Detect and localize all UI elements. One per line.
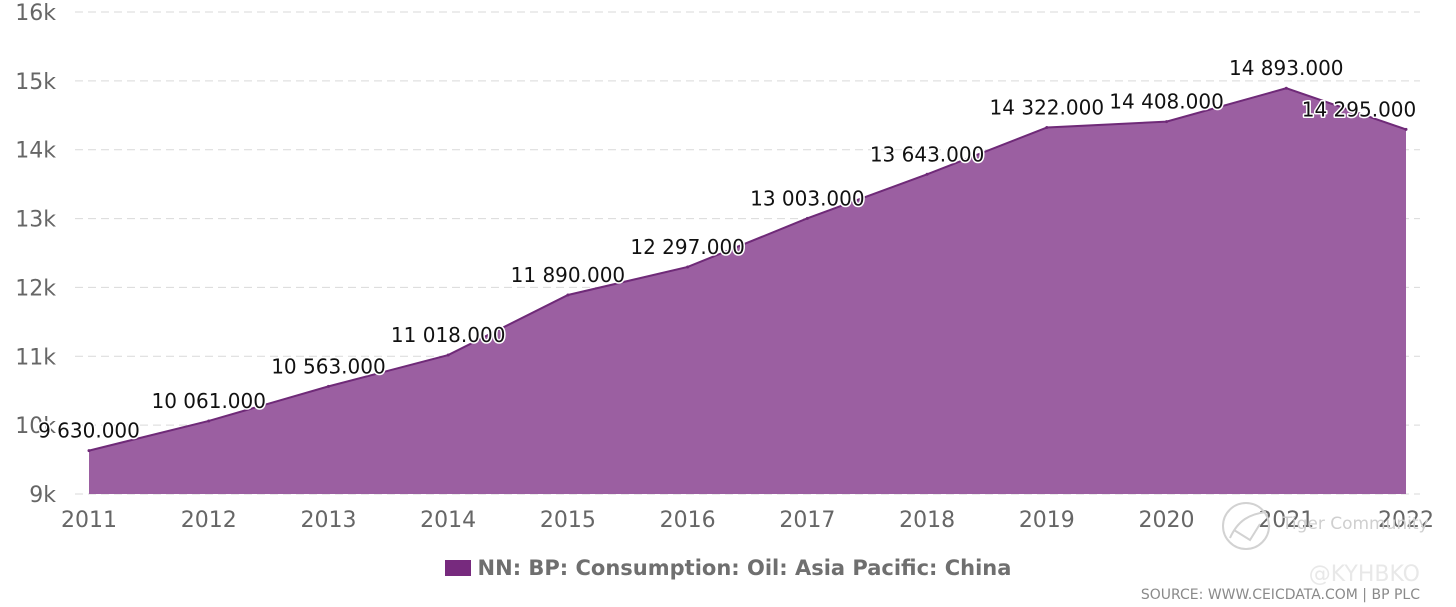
x-tick-label: 2016 (660, 508, 716, 533)
x-tick-label: 2017 (779, 508, 835, 533)
y-tick-label: 15k (15, 70, 56, 95)
data-label: 14 295.000 (1302, 97, 1417, 121)
chart: 9k 10k 11k 12k 13k 14k 15k 16k 2011 2012 2013 2014… (15, 1, 1434, 533)
x-tick-label: 2018 (899, 508, 955, 533)
source-text: SOURCE: WWW.CEICDATA.COM | BP PLC (1140, 587, 1420, 603)
data-label: 9 630.000 (38, 419, 140, 443)
x-tick-label: 2020 (1139, 508, 1195, 533)
y-tick-label: 10k (15, 414, 56, 439)
data-label: 14 322.000 (990, 96, 1105, 120)
data-label: 11 018.000 (391, 323, 506, 347)
y-tick-label: 14k (15, 139, 56, 164)
x-tick-label: 2011 (61, 508, 117, 533)
data-point (805, 216, 809, 220)
data-point (686, 265, 690, 269)
data-label: 13 643.000 (870, 142, 985, 166)
x-tick-label: 2022 (1378, 508, 1434, 533)
legend-swatch (444, 560, 471, 576)
data-point (1404, 127, 1408, 131)
data-label: 10 563.000 (271, 354, 386, 378)
area-fill (89, 88, 1406, 494)
data-label: 10 061.000 (151, 389, 266, 413)
area-series (87, 86, 1408, 494)
watermark-text: Tiger Community (1282, 514, 1429, 534)
data-label: 13 003.000 (750, 186, 865, 210)
y-tick-label: 13k (15, 208, 56, 233)
watermark-handle: @KYHBKO (1308, 562, 1420, 587)
x-axis: 2011 2012 2013 2014 2015 2016 2017 2018 2019 2020… (61, 508, 1434, 533)
data-label: 14 408.000 (1109, 90, 1224, 114)
x-tick-label: 2019 (1019, 508, 1075, 533)
data-point (1284, 86, 1288, 90)
y-tick-label: 12k (15, 276, 56, 301)
data-point (207, 419, 211, 423)
data-point (925, 172, 929, 176)
y-tick-label: 16k (15, 1, 56, 26)
data-point (1165, 120, 1169, 124)
legend-label: NN: BP: Consumption: Oil: Asia Pacific: … (477, 556, 1012, 580)
data-point (87, 449, 91, 453)
series-line (88, 87, 1407, 452)
x-tick-label: 2013 (300, 508, 356, 533)
tiger-logo-icon (1220, 500, 1276, 556)
data-label: 11 890.000 (511, 263, 626, 287)
y-tick-label: 11k (15, 345, 56, 370)
y-tick-label: 9k (29, 483, 56, 508)
data-point (1045, 126, 1049, 130)
x-tick-label: 2014 (420, 508, 476, 533)
x-tick-label: 2015 (540, 508, 596, 533)
data-label: 12 297.000 (630, 235, 745, 259)
data-label: 14 893.000 (1229, 56, 1344, 80)
x-tick-label: 2012 (181, 508, 237, 533)
data-point (566, 293, 570, 297)
data-point (326, 384, 330, 388)
data-point (446, 353, 450, 357)
y-axis: 9k 10k 11k 12k 13k 14k 15k 16k (15, 1, 56, 508)
legend: NN: BP: Consumption: Oil: Asia Pacific: … (0, 556, 1456, 580)
